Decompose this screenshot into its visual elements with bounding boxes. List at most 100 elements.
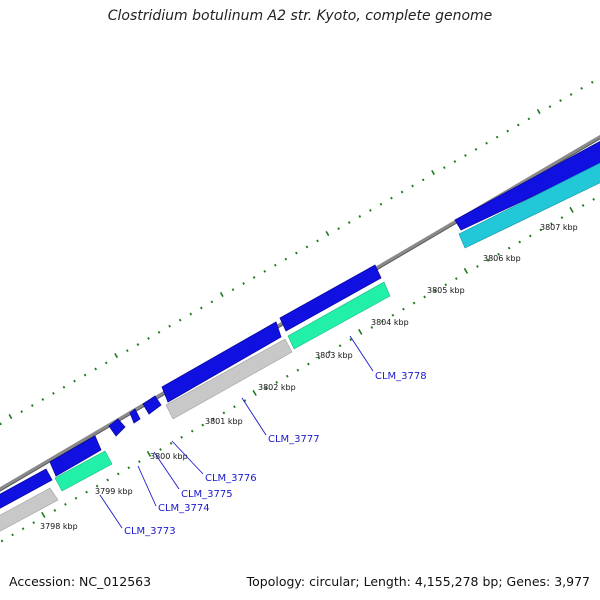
outer-minor-tick <box>284 257 288 261</box>
cds-feature[interactable] <box>161 321 282 403</box>
cds-feature[interactable] <box>108 418 126 437</box>
inner-minor-tick <box>592 197 595 201</box>
inner-minor-tick <box>64 502 67 506</box>
inner-minor-tick <box>0 539 4 543</box>
outer-minor-tick <box>0 422 2 426</box>
inner-minor-tick <box>106 478 109 482</box>
inner-minor-tick <box>412 301 416 305</box>
outer-minor-tick <box>358 215 362 218</box>
inner-minor-tick <box>222 411 226 415</box>
inner-minor-tick <box>476 265 479 268</box>
outer-minor-tick <box>189 312 193 316</box>
inner-minor-tick <box>381 319 384 323</box>
outer-minor-tick <box>548 105 552 109</box>
accession-text: Accession: NC_012563 <box>9 574 152 589</box>
gene-leader-line <box>153 451 180 490</box>
tick-label: 3803 kbp <box>315 351 353 360</box>
outer-major-tick <box>536 108 541 115</box>
tick-label: 3800 kbp <box>150 452 188 461</box>
cds-feature[interactable] <box>0 468 53 511</box>
outer-minor-tick <box>94 367 97 371</box>
gene-label[interactable]: CLM_3776 <box>205 473 257 484</box>
gene-leader-line <box>137 465 157 507</box>
inner-minor-tick <box>264 387 268 390</box>
inner-minor-tick <box>85 490 88 494</box>
cds-feature[interactable] <box>49 435 102 477</box>
tick-label: 3798 kbp <box>40 522 78 531</box>
gene-label[interactable]: CLM_3774 <box>158 503 210 514</box>
inner-minor-tick <box>328 350 331 354</box>
tick-label: 3802 kbp <box>258 383 296 392</box>
cds-feature[interactable] <box>129 408 141 424</box>
inner-minor-tick <box>169 441 173 445</box>
outer-major-tick <box>114 352 119 359</box>
inner-minor-tick <box>338 344 342 348</box>
inner-tick-ring: 3798 kbp 3799 kbp 3800 kbp 3801 kbp 3802 kbp… <box>0 197 595 543</box>
outer-tick-ring <box>0 80 594 426</box>
outer-minor-tick <box>305 245 309 249</box>
outer-minor-tick <box>157 330 161 334</box>
gene-leader-line <box>241 397 267 436</box>
outer-minor-tick <box>516 123 520 127</box>
inner-minor-tick <box>11 533 14 537</box>
outer-minor-tick <box>83 373 87 377</box>
outer-minor-tick <box>41 398 45 401</box>
inner-minor-tick <box>486 258 490 262</box>
outer-minor-tick <box>30 404 34 407</box>
outer-minor-tick <box>442 166 446 170</box>
inner-minor-tick <box>433 289 437 293</box>
inner-major-tick <box>358 328 363 335</box>
gene-label[interactable]: CLM_3775 <box>181 489 233 500</box>
outer-minor-tick <box>136 343 140 346</box>
inner-minor-tick <box>550 222 553 226</box>
cog-feature-green[interactable] <box>54 450 113 492</box>
outer-minor-tick <box>252 276 256 279</box>
inner-minor-tick <box>581 204 585 207</box>
gene-leader-line <box>349 335 374 372</box>
inner-minor-tick <box>138 460 141 464</box>
inner-minor-tick <box>233 405 236 409</box>
cds-forward-track <box>0 136 600 511</box>
outer-minor-tick <box>242 282 245 285</box>
inner-minor-tick <box>116 472 120 476</box>
outer-minor-tick <box>379 202 383 206</box>
outer-minor-tick <box>126 349 129 353</box>
gene-label[interactable]: CLM_3773 <box>124 526 176 537</box>
cds-feature[interactable] <box>454 136 600 231</box>
inner-minor-tick <box>444 283 448 287</box>
inner-minor-tick <box>296 368 300 372</box>
outer-minor-tick <box>485 141 488 145</box>
outer-minor-tick <box>52 391 55 395</box>
inner-minor-tick <box>528 234 532 238</box>
inner-minor-tick <box>180 435 183 439</box>
cog-feature-gray[interactable] <box>165 338 293 420</box>
outer-minor-tick <box>580 86 583 90</box>
inner-minor-tick <box>201 423 205 427</box>
outer-minor-tick <box>495 135 499 139</box>
tick-label: 3806 kbp <box>483 254 521 263</box>
inner-minor-tick <box>275 380 279 384</box>
outer-major-tick <box>8 413 13 420</box>
outer-minor-tick <box>263 269 267 273</box>
inner-minor-tick <box>539 228 543 232</box>
cds-feature[interactable] <box>279 264 382 332</box>
inner-minor-tick <box>159 448 162 451</box>
tick-label: 3807 kbp <box>540 223 578 232</box>
cog-track <box>0 158 600 534</box>
inner-minor-tick <box>243 399 247 403</box>
inner-minor-tick <box>190 429 194 433</box>
outer-minor-tick <box>231 288 235 292</box>
outer-minor-tick <box>453 160 457 163</box>
outer-minor-tick <box>73 379 76 383</box>
cog-feature-gray[interactable] <box>0 487 59 534</box>
inner-minor-tick <box>349 338 352 342</box>
inner-major-tick <box>146 450 152 457</box>
cog-feature-green[interactable] <box>287 281 391 350</box>
cds-feature[interactable] <box>142 395 162 415</box>
gene-label[interactable]: CLM_3778 <box>375 371 427 382</box>
outer-minor-tick <box>527 117 531 121</box>
gene-label[interactable]: CLM_3777 <box>268 434 320 445</box>
cog-feature-cyan[interactable] <box>458 158 600 249</box>
outer-minor-tick <box>168 324 171 328</box>
